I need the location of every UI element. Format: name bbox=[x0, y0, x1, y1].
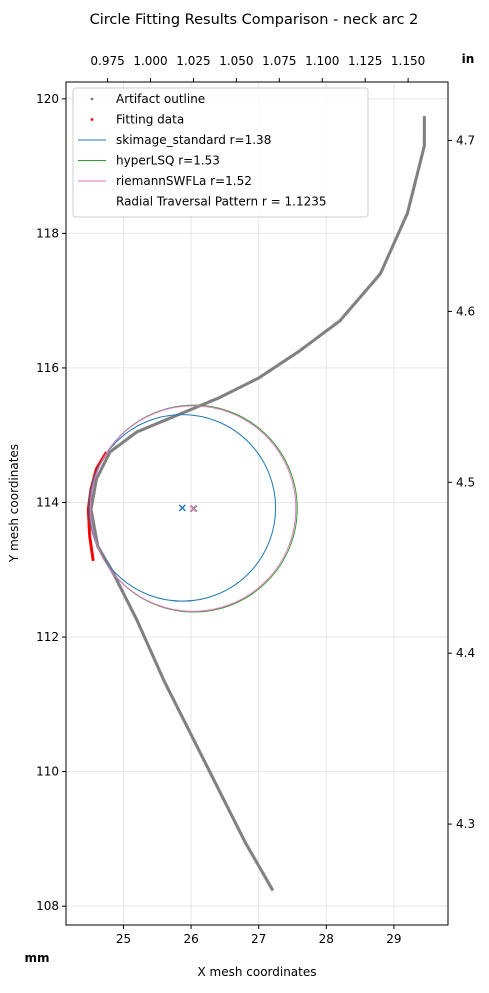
unit-label-right: in bbox=[462, 52, 475, 66]
legend-marker bbox=[90, 118, 94, 121]
y-tick-label: 116 bbox=[36, 361, 59, 375]
legend-label: Fitting data bbox=[116, 113, 184, 127]
x2-tick-label: 0.975 bbox=[90, 54, 124, 68]
y-tick-label: 110 bbox=[36, 765, 59, 779]
y2-tick-label: 4.6 bbox=[456, 304, 475, 318]
y-axis-ticks: 108 110 112 114 116 118 120 bbox=[36, 92, 66, 913]
x2-tick-label: 1.075 bbox=[262, 54, 296, 68]
legend-label: Radial Traversal Pattern r = 1.1235 bbox=[116, 195, 327, 209]
x2-tick-label: 1.100 bbox=[305, 54, 339, 68]
legend-label: Artifact outline bbox=[116, 92, 205, 106]
x-tick-label: 29 bbox=[386, 932, 401, 946]
secondary-x-axis-ticks: 0.975 1.000 1.025 1.050 1.075 1.100 1.125 1.150 bbox=[90, 54, 425, 82]
center-marker bbox=[178, 504, 186, 512]
legend: Artifact outline Fitting data skimage_stan… bbox=[72, 87, 369, 218]
y-axis-label: Y mesh coordinates bbox=[7, 444, 21, 563]
legend-marker bbox=[90, 97, 94, 101]
y2-tick-label: 4.4 bbox=[456, 646, 475, 660]
center-marker bbox=[189, 505, 197, 513]
x2-tick-label: 1.125 bbox=[348, 54, 382, 68]
x2-tick-label: 1.025 bbox=[176, 54, 210, 68]
unit-label-left: mm bbox=[24, 951, 49, 965]
x2-tick-label: 1.050 bbox=[219, 54, 253, 68]
fit-circle bbox=[89, 405, 297, 612]
outline-point bbox=[422, 115, 426, 120]
y-tick-label: 112 bbox=[36, 630, 59, 644]
fit-circle bbox=[88, 414, 277, 602]
scatter-points bbox=[86, 115, 426, 891]
legend-box bbox=[72, 87, 369, 218]
x-axis-ticks: 25 26 27 28 29 bbox=[116, 925, 402, 946]
chart-title: Circle Fitting Results Comparison - neck… bbox=[90, 12, 419, 28]
y2-tick-label: 4.3 bbox=[456, 817, 475, 831]
x-tick-label: 26 bbox=[183, 932, 198, 946]
legend-label: skimage_standard r=1.38 bbox=[116, 133, 271, 147]
y-tick-label: 108 bbox=[36, 899, 59, 913]
x2-tick-label: 1.150 bbox=[391, 54, 425, 68]
x2-tick-label: 1.000 bbox=[133, 54, 167, 68]
x-tick-label: 25 bbox=[116, 932, 131, 946]
legend-label: riemannSWFLa r=1.52 bbox=[116, 174, 252, 188]
y2-tick-label: 4.5 bbox=[456, 475, 475, 489]
y2-tick-label: 4.7 bbox=[456, 134, 475, 148]
x-axis-label: X mesh coordinates bbox=[197, 965, 316, 979]
circle-centers bbox=[178, 504, 198, 513]
plot-frame bbox=[65, 81, 449, 926]
legend-label: hyperLSQ r=1.53 bbox=[116, 154, 220, 168]
x-tick-label: 28 bbox=[319, 932, 334, 946]
y-tick-label: 114 bbox=[36, 495, 59, 509]
y-tick-label: 120 bbox=[36, 92, 59, 106]
y-tick-label: 118 bbox=[36, 226, 59, 240]
fitted-circles bbox=[88, 404, 298, 613]
x-tick-label: 27 bbox=[251, 932, 266, 946]
secondary-y-axis-ticks: 4.3 4.4 4.5 4.6 4.7 bbox=[448, 134, 475, 831]
